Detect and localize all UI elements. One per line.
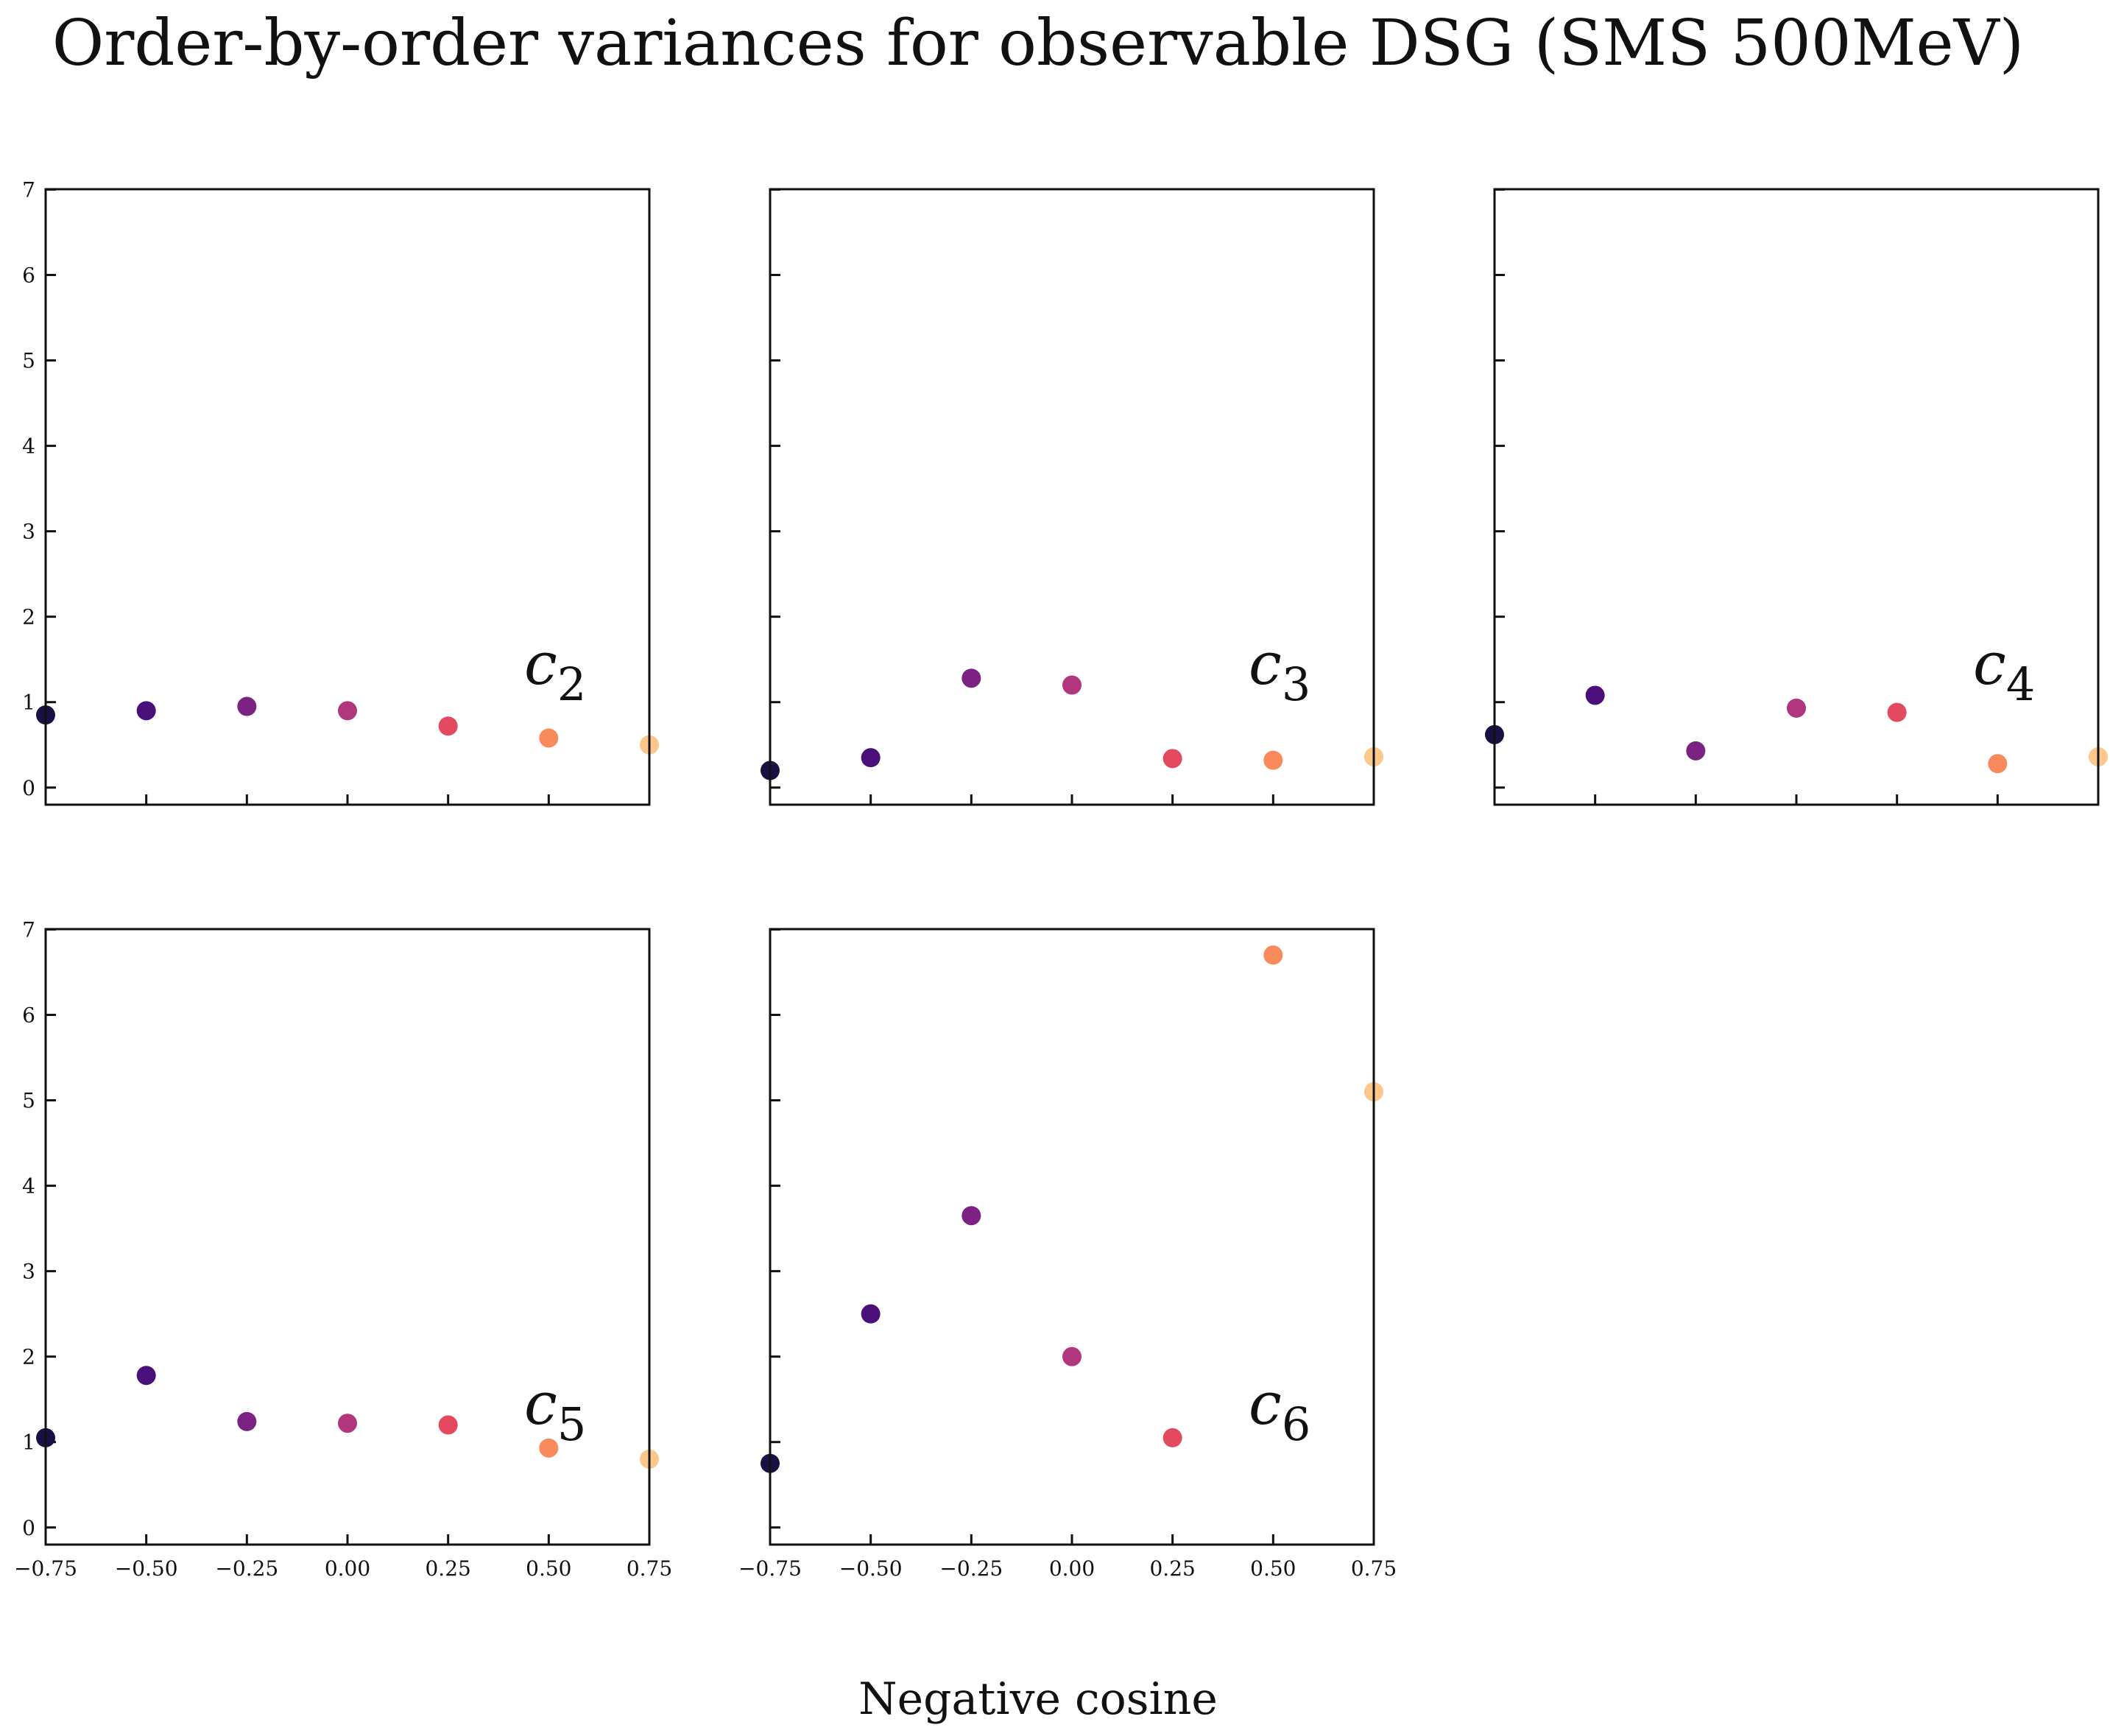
data-point (1263, 750, 1283, 770)
x-tick-label: −0.50 (115, 1556, 178, 1581)
axes-frame (769, 188, 1375, 806)
data-point (962, 668, 981, 688)
x-tick-label: 0.25 (425, 1556, 470, 1581)
x-tick-label: 0.00 (325, 1556, 370, 1581)
data-point (136, 701, 156, 721)
x-tick-label: 0.50 (526, 1556, 571, 1581)
x-tick-label: −0.25 (215, 1556, 278, 1581)
x-tick-label: −0.75 (738, 1556, 802, 1581)
panel-label: c2 (524, 629, 586, 711)
panel-label: c4 (1973, 629, 2035, 711)
panel-label-subscript: 5 (557, 1397, 586, 1451)
axes-frame (769, 928, 1375, 1546)
y-tick-label: 0 (22, 1516, 35, 1540)
data-point (1162, 749, 1182, 769)
x-tick-label: −0.25 (939, 1556, 1003, 1581)
data-point (1162, 1428, 1182, 1447)
y-tick-label: 0 (22, 776, 35, 800)
data-point (338, 701, 357, 721)
data-point (861, 748, 881, 768)
y-tick-label: 1 (22, 1430, 35, 1455)
x-tick-label: 0.75 (1351, 1556, 1397, 1581)
axes-frame (1493, 188, 2100, 806)
axes-frame (44, 928, 651, 1546)
panel-label-main: c (1249, 629, 1282, 698)
data-point (1263, 945, 1283, 965)
panel-5: −0.75 −0.50 −0.25 0.00 0.25 0.50 0.75 c6 (738, 928, 1397, 1581)
x-axis-label: Negative cosine (858, 1673, 1218, 1725)
panel-label-subscript: 3 (1282, 657, 1310, 711)
y-tick-label: 2 (22, 605, 35, 629)
data-point (237, 696, 257, 716)
panel-3: c4 (1485, 188, 2108, 806)
panel-label: c6 (1249, 1369, 1310, 1451)
data-point (1585, 685, 1605, 705)
y-tick-label: 3 (22, 1260, 35, 1284)
data-point (1062, 1347, 1082, 1366)
panel-label-subscript: 4 (2006, 657, 2035, 711)
panel-2: c3 (761, 188, 1383, 806)
data-point (438, 716, 458, 736)
y-tick-label: 1 (22, 691, 35, 715)
data-point (1787, 698, 1806, 718)
panel-label-main: c (1249, 1369, 1282, 1438)
data-point (962, 1206, 981, 1226)
data-point (539, 728, 559, 748)
data-point (438, 1415, 458, 1435)
y-tick-label: 5 (22, 1089, 35, 1113)
y-tick-label: 3 (22, 520, 35, 544)
y-tick-label: 6 (22, 1003, 35, 1028)
panel-label: c5 (524, 1369, 586, 1451)
panel-label-main: c (524, 629, 557, 698)
y-tick-label: 5 (22, 349, 35, 373)
y-tick-label: 4 (22, 434, 35, 459)
panel-label: c3 (1249, 629, 1310, 711)
x-tick-label: 0.75 (627, 1556, 672, 1581)
y-tick-label: 4 (22, 1174, 35, 1199)
data-point (1988, 754, 2008, 774)
y-tick-label: 7 (22, 917, 35, 942)
panel-label-subscript: 2 (557, 657, 586, 711)
data-point (861, 1304, 881, 1324)
axes-frame (44, 188, 651, 806)
y-tick-label: 7 (22, 177, 35, 202)
data-point (338, 1414, 357, 1433)
data-point (136, 1366, 156, 1386)
x-tick-label: 0.50 (1250, 1556, 1296, 1581)
data-point (1887, 702, 1907, 722)
data-point (539, 1438, 559, 1458)
data-point (1062, 675, 1082, 695)
panel-label-main: c (1973, 629, 2006, 698)
x-tick-label: 0.25 (1149, 1556, 1195, 1581)
y-tick-label: 2 (22, 1345, 35, 1369)
x-tick-label: −0.75 (14, 1556, 77, 1581)
x-tick-label: −0.50 (839, 1556, 903, 1581)
panel-4: 0 1 2 3 4 5 6 7 −0.75 −0.50 −0.25 0.00 0.25 0.50 0.75 c… (14, 917, 672, 1581)
data-point (1686, 741, 1706, 761)
y-tick-label: 6 (22, 264, 35, 288)
figure-title: Order-by-order variances for observable … (52, 7, 2024, 80)
panel-label-subscript: 6 (1282, 1397, 1310, 1451)
panel-label-main: c (524, 1369, 557, 1438)
data-point (237, 1411, 257, 1431)
x-tick-label: 0.00 (1049, 1556, 1095, 1581)
